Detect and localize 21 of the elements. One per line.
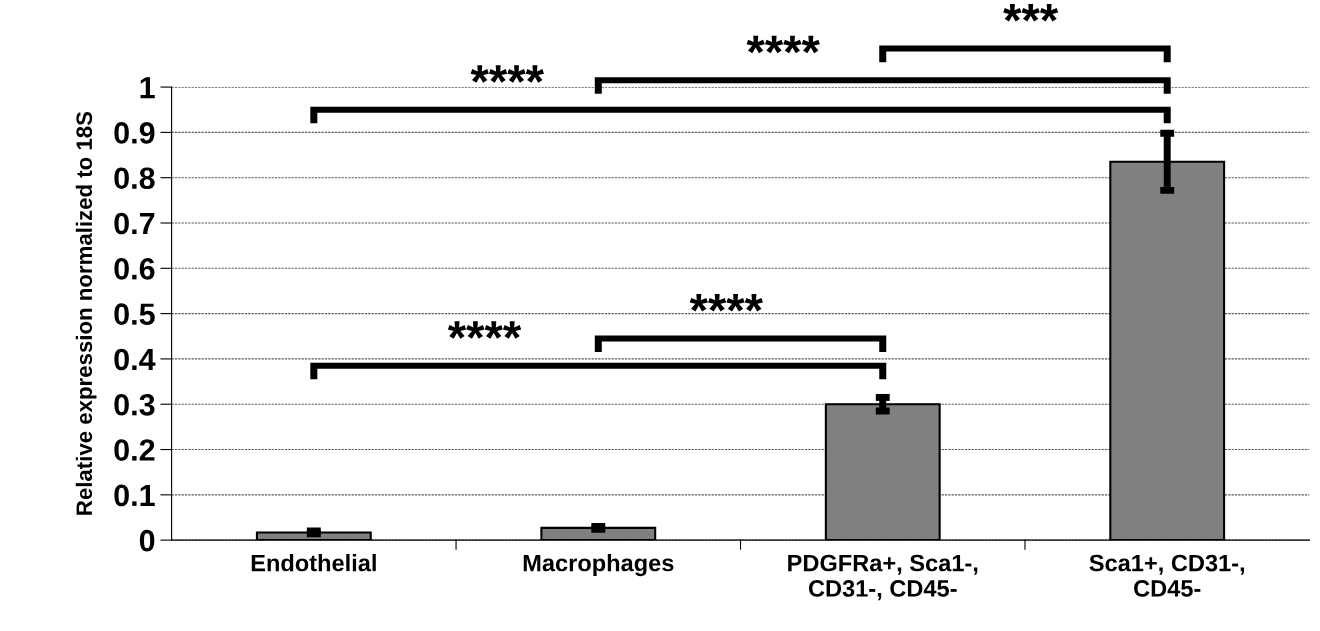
annotation: **** [689, 293, 763, 312]
y-tick-label: 0.4 [114, 348, 156, 371]
y-tick-label: 1 [140, 77, 155, 99]
y-axis-title: Relative expression normalized to 18S [75, 111, 97, 515]
y-tick-label: 0.1 [114, 484, 155, 507]
annotation: **** [447, 321, 522, 339]
y-tick-label: 0 [139, 529, 155, 552]
y-tick-label: 0.6 [114, 258, 155, 280]
y-tick-label: 0.3 [114, 393, 155, 416]
x-tick-label: Macrophages [523, 554, 674, 577]
y-tick-label: 0.9 [114, 122, 155, 144]
text: **** [746, 35, 820, 54]
y-tick-label: 0.7 [114, 212, 155, 235]
x-tick-label: Endothelial [251, 554, 376, 572]
y-tick-label: 0.2 [114, 439, 155, 461]
y-tick-label: 0.5 [114, 303, 155, 325]
text: *** [1003, 4, 1059, 22]
x-tick-label: PDGFRa+, Sca1-, CD31-, CD45- [788, 554, 978, 601]
y-tick-label: 0.8 [114, 167, 155, 190]
x-tick-label: Sca1+, CD31-, CD45- [1089, 554, 1245, 597]
text: **** [470, 65, 544, 83]
